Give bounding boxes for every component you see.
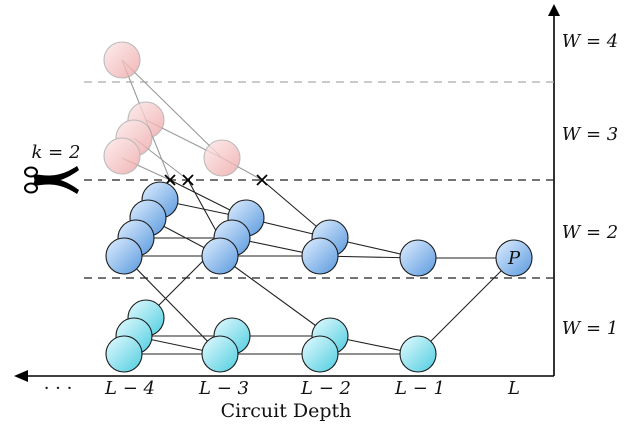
node-cyan xyxy=(301,335,339,373)
width-label-2: W = 2 xyxy=(562,222,618,243)
scissors-icon xyxy=(24,166,79,194)
node-pink xyxy=(103,137,141,175)
node-blue xyxy=(201,237,239,275)
width-1-nodes xyxy=(105,299,437,373)
cut-x-icon xyxy=(256,174,268,186)
depth-label-L-2: L − 2 xyxy=(300,378,351,399)
axes xyxy=(14,4,560,382)
axis-title: Circuit Depth xyxy=(221,400,352,422)
node-pink xyxy=(203,139,241,177)
width-2-nodes xyxy=(105,181,533,277)
width-label-4: W = 4 xyxy=(562,31,618,52)
node-cyan xyxy=(399,335,437,373)
node-blue xyxy=(399,239,437,277)
width-label-1: W = 1 xyxy=(562,318,618,339)
depth-label-L-3: L − 3 xyxy=(198,378,249,399)
vertical-axis-arrowhead xyxy=(548,4,560,16)
node-blue xyxy=(105,237,143,275)
pruned-nodes xyxy=(103,41,241,177)
node-blue xyxy=(301,237,339,275)
depth-label-L: L xyxy=(507,378,520,399)
depth-label-L-4: L − 4 xyxy=(104,378,155,399)
node-cyan xyxy=(105,335,143,373)
node-pink xyxy=(103,41,141,79)
node-output xyxy=(495,239,533,277)
width-label-3: W = 3 xyxy=(562,124,618,145)
cut-label: k = 2 xyxy=(32,142,81,163)
cut-x-icon xyxy=(182,174,194,186)
output-node-label: P xyxy=(507,248,521,269)
depth-label-L-1: L − 1 xyxy=(394,378,445,399)
horizontal-axis-arrowhead xyxy=(14,370,28,382)
cut-markers xyxy=(164,174,268,186)
node-cyan xyxy=(201,335,239,373)
axis-ellipsis: · · · xyxy=(44,378,73,399)
